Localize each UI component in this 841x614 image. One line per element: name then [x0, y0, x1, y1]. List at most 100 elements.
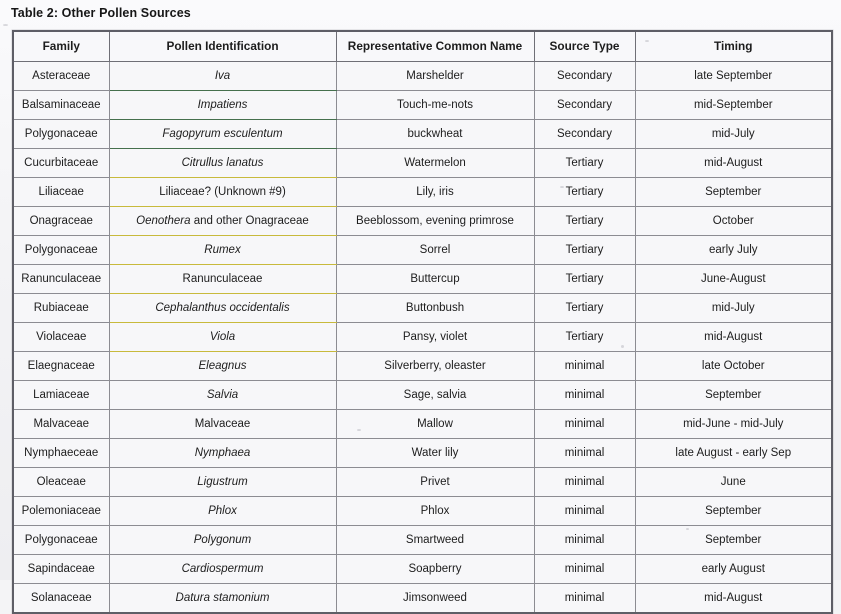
cell-family: Liliaceae — [12, 177, 110, 207]
table-header: Family Pollen Identification Representat… — [12, 30, 833, 62]
cell-representative-common-name: Soapberry — [335, 554, 535, 584]
cell-pollen-identification: Oenothera and other Onagraceae — [108, 206, 337, 236]
page-title: Table 2: Other Pollen Sources — [11, 6, 191, 20]
pollen-name: Citrullus lanatus — [181, 156, 264, 169]
cell-pollen-identification: Salvia — [108, 380, 337, 410]
table-row: Liliaceae Liliaceae? (Unknown #9) Lily, ir… — [12, 177, 833, 207]
cell-pollen-identification: Impatiens — [108, 90, 337, 120]
cell-representative-common-name: Buttonbush — [335, 293, 535, 323]
cell-timing: mid-August — [634, 322, 833, 352]
cell-representative-common-name: Silverberry, oleaster — [335, 351, 535, 381]
pollen-name: Ligustrum — [197, 475, 248, 488]
cell-representative-common-name: Lily, iris — [335, 177, 535, 207]
pollen-name: Fagopyrum esculentum — [162, 127, 283, 140]
cell-representative-common-name: Touch-me-nots — [335, 90, 535, 120]
cell-family: Polygonaceae — [12, 235, 110, 265]
pollen-name: Salvia — [206, 388, 239, 401]
pollen-name: Ranunculaceae — [182, 272, 263, 285]
pollen-name: Rumex — [204, 243, 241, 256]
cell-source-type: minimal — [533, 467, 636, 497]
cell-timing: mid-September — [634, 90, 833, 120]
pollen-name: Polygonum — [193, 533, 252, 546]
cell-source-type: Tertiary — [533, 235, 636, 265]
cell-pollen-identification: Rumex — [108, 235, 337, 265]
cell-source-type: Tertiary — [533, 177, 636, 207]
pollen-name: Cephalanthus occidentalis — [155, 301, 290, 314]
cell-timing: early July — [634, 235, 833, 265]
cell-pollen-identification: Eleagnus — [108, 351, 337, 381]
cell-source-type: minimal — [533, 438, 636, 468]
cell-timing: June-August — [634, 264, 833, 294]
cell-pollen-identification: Cephalanthus occidentalis — [108, 293, 337, 323]
cell-timing: early August — [634, 554, 833, 584]
cell-timing: September — [634, 380, 833, 410]
cell-source-type: Secondary — [533, 119, 636, 149]
table-row: Solanaceae Datura stamonium Jimsonweed mini… — [12, 583, 833, 614]
table-row: Polemoniaceae Phlox Phlox minimal September — [12, 496, 833, 526]
table-row: Polygonaceae Polygonum Smartweed minimal Sep… — [12, 525, 833, 555]
cell-source-type: minimal — [533, 525, 636, 555]
cell-family: Oleaceae — [12, 467, 110, 497]
cell-representative-common-name: Buttercup — [335, 264, 535, 294]
table-row: Ranunculaceae Ranunculaceae Buttercup Terti… — [12, 264, 833, 294]
cell-representative-common-name: Jimsonweed — [335, 583, 535, 614]
column-header-pollen-identification: Pollen Identification — [108, 30, 337, 62]
table-row: Nymphaeceae Nymphaea Water lily minimal late… — [12, 438, 833, 468]
cell-timing: mid-August — [634, 583, 833, 614]
cell-timing: mid-July — [634, 293, 833, 323]
cell-representative-common-name: Mallow — [335, 409, 535, 439]
cell-source-type: Tertiary — [533, 264, 636, 294]
cell-family: Cucurbitaceae — [12, 148, 110, 178]
cell-timing: October — [634, 206, 833, 236]
cell-representative-common-name: Sorrel — [335, 235, 535, 265]
cell-pollen-identification: Fagopyrum esculentum — [108, 119, 337, 149]
table-row: Malvaceae Malvaceae Mallow minimal mid-June … — [12, 409, 833, 439]
table-row: Elaegnaceae Eleagnus Silverberry, oleaster… — [12, 351, 833, 381]
cell-source-type: Tertiary — [533, 293, 636, 323]
cell-family: Asteraceae — [12, 61, 110, 91]
cell-timing: September — [634, 525, 833, 555]
pollen-name: Iva — [214, 69, 231, 82]
cell-source-type: minimal — [533, 380, 636, 410]
column-header-family: Family — [12, 30, 110, 62]
cell-family: Ranunculaceae — [12, 264, 110, 294]
cell-representative-common-name: Watermelon — [335, 148, 535, 178]
table-body: Asteraceae Iva Marshelder Secondary late Sep… — [12, 61, 833, 614]
cell-source-type: Tertiary — [533, 206, 636, 236]
pollen-name: Eleagnus — [198, 359, 247, 372]
cell-timing: September — [634, 496, 833, 526]
cell-source-type: minimal — [533, 583, 636, 614]
column-header-source-type: Source Type — [533, 30, 636, 62]
pollen-name: Datura stamonium — [175, 591, 270, 604]
cell-source-type: minimal — [533, 409, 636, 439]
table-row: Polygonaceae Fagopyrum esculentum buckwhea… — [12, 119, 833, 149]
cell-pollen-identification: Iva — [108, 61, 337, 91]
pollen-name: Nymphaea — [194, 446, 251, 459]
cell-source-type: Secondary — [533, 90, 636, 120]
cell-source-type: minimal — [533, 554, 636, 584]
cell-family: Rubiaceae — [12, 293, 110, 323]
cell-source-type: minimal — [533, 496, 636, 526]
cell-family: Polemoniaceae — [12, 496, 110, 526]
cell-family: Lamiaceae — [12, 380, 110, 410]
table-row: Balsaminaceae Impatiens Touch-me-nots Secon… — [12, 90, 833, 120]
pollen-name: Impatiens — [197, 98, 248, 111]
cell-timing: mid-July — [634, 119, 833, 149]
cell-pollen-identification: Citrullus lanatus — [108, 148, 337, 178]
cell-representative-common-name: buckwheat — [335, 119, 535, 149]
cell-representative-common-name: Privet — [335, 467, 535, 497]
table-row: Sapindaceae Cardiospermum Soapberry minimal… — [12, 554, 833, 584]
cell-family: Solanaceae — [12, 583, 110, 614]
cell-representative-common-name: Smartweed — [335, 525, 535, 555]
table-row: Rubiaceae Cephalanthus occidentalis Button… — [12, 293, 833, 323]
cell-family: Sapindaceae — [12, 554, 110, 584]
cell-family: Elaegnaceae — [12, 351, 110, 381]
cell-timing: late October — [634, 351, 833, 381]
cell-timing: mid-June - mid-July — [634, 409, 833, 439]
cell-source-type: Tertiary — [533, 148, 636, 178]
cell-family: Onagraceae — [12, 206, 110, 236]
column-header-timing: Timing — [634, 30, 833, 62]
cell-timing: September — [634, 177, 833, 207]
pollen-name: Malvaceae — [194, 417, 251, 430]
cell-pollen-identification: Datura stamonium — [108, 583, 337, 614]
